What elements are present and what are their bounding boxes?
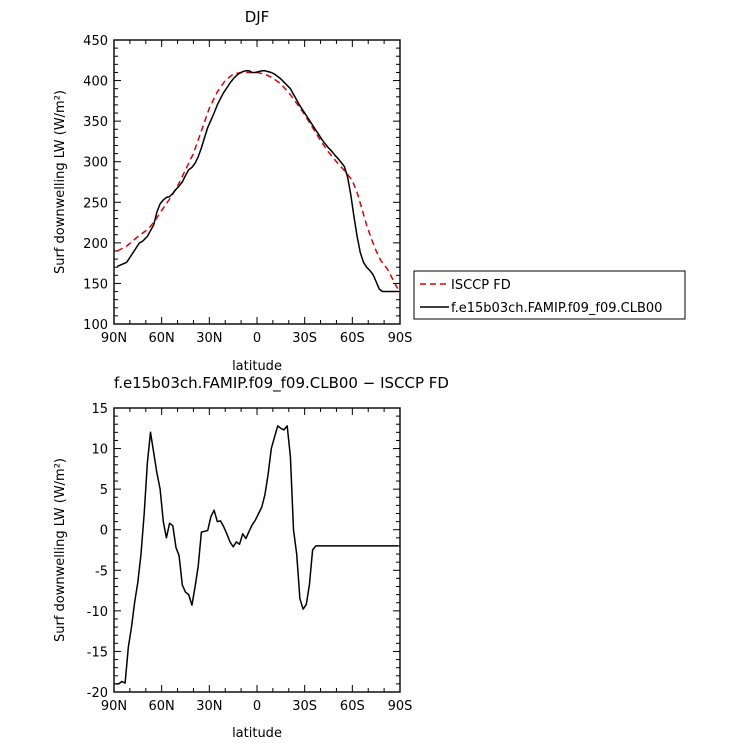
bottom-axes: 90N 60N 30N 0 30S 60S 90S -20 -15 -10 -5 0 5 10 15: [87, 402, 413, 714]
bottom-x-tick-label: 30N: [196, 699, 222, 714]
bottom-y-tick-label: -5: [95, 564, 108, 579]
top-series-group: [116, 70, 400, 293]
bottom-x-tick-label: 0: [253, 699, 261, 714]
bottom-y-tick-label: 0: [100, 524, 108, 539]
bottom-x-tick-label: 90S: [388, 699, 413, 714]
bottom-y-tick-label: -15: [87, 645, 108, 660]
top-x-tick-label: 90S: [388, 331, 413, 346]
legend-box: [413, 270, 686, 320]
top-plot-frame: [113, 39, 401, 325]
top-axes: 90N 60N 30N 0 30S 60S 90S 100 150 200 250 300 350 400…: [83, 34, 412, 346]
top-x-tick-label: 60N: [149, 331, 175, 346]
bottom-panel: f.e15b03ch.FAMIP.f09_f09.CLB00 − ISCCP F…: [53, 374, 449, 741]
top-y-axis-label: Surf downwelling LW (W/m²): [53, 90, 68, 274]
top-y-tick-label: 300: [83, 156, 108, 171]
bottom-y-tick-label: 10: [91, 443, 108, 458]
bottom-y-tick-label: 15: [91, 402, 108, 417]
top-x-tick-label: 30N: [196, 331, 222, 346]
bottom-x-tick-label: 60N: [149, 699, 175, 714]
top-x-tick-label: 30S: [292, 331, 317, 346]
bottom-y-tick-label: -20: [87, 686, 108, 701]
top-y-tick-label: 250: [83, 196, 108, 211]
bottom-y-tick-label: -10: [87, 605, 108, 620]
top-x-tick-label: 90N: [101, 331, 127, 346]
top-y-tick-label: 450: [83, 34, 108, 49]
bottom-y-axis-label: Surf downwelling LW (W/m²): [53, 458, 68, 642]
bottom-x-tick-label: 90N: [101, 699, 127, 714]
top-y-tick-label: 150: [83, 277, 108, 292]
top-chart-title: DJF: [245, 8, 270, 26]
top-y-tick-label: 400: [83, 75, 108, 90]
bottom-x-tick-label: 60S: [340, 699, 365, 714]
legend-label-isccp: ISCCP FD: [451, 278, 511, 293]
top-series-line-1: [116, 70, 399, 293]
top-panel: DJF 90N 60N 30N 0 30S 60S 90S 100 150 200 250 300 35…: [53, 8, 412, 374]
top-y-tick-label: 350: [83, 115, 108, 130]
top-y-tick-label: 200: [83, 237, 108, 252]
bottom-plot-frame: [113, 407, 401, 693]
bottom-y-tick-label: 5: [100, 483, 108, 498]
bottom-x-axis-label: latitude: [232, 726, 282, 741]
bottom-chart-title: f.e15b03ch.FAMIP.f09_f09.CLB00 − ISCCP F…: [114, 374, 449, 393]
top-x-tick-label: 0: [253, 331, 261, 346]
bottom-x-tick-label: 30S: [292, 699, 317, 714]
bottom-series-group: [115, 425, 399, 685]
legend: ISCCP FD f.e15b03ch.FAMIP.f09_f09.CLB00: [413, 270, 686, 320]
bottom-series-line-0: [115, 425, 399, 685]
top-x-axis-label: latitude: [232, 359, 282, 374]
top-y-tick-label: 100: [83, 318, 108, 333]
top-series-line-0: [116, 71, 400, 291]
top-x-tick-label: 60S: [340, 331, 365, 346]
legend-label-model: f.e15b03ch.FAMIP.f09_f09.CLB00: [451, 301, 662, 316]
